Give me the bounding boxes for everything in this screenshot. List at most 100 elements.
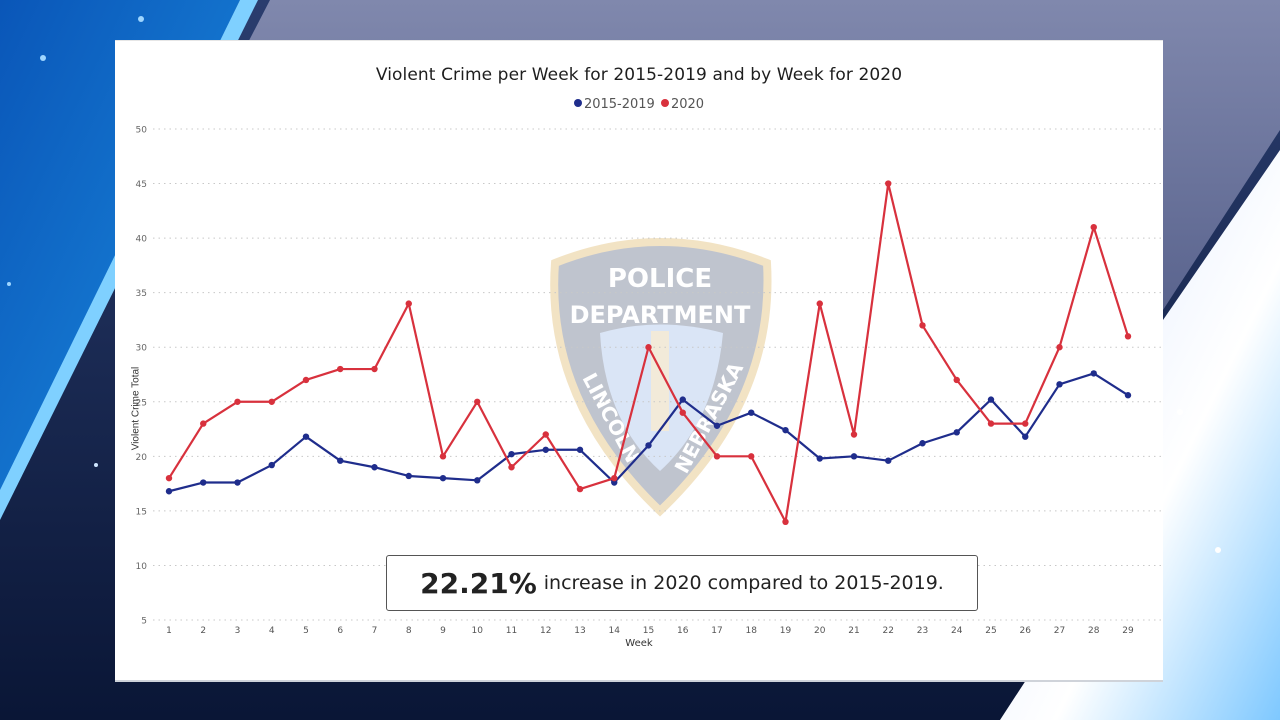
data-point[interactable] [782,426,789,434]
x-tick-label: 16 [677,626,689,636]
x-tick-label: 15 [643,626,654,636]
x-tick-label: 7 [372,626,378,636]
data-point[interactable] [268,461,275,469]
y-tick-label: 30 [136,344,148,354]
data-point[interactable] [508,464,515,471]
y-tick-label: 15 [136,507,147,517]
x-tick-label: 2 [200,626,206,636]
legend-dot-icon [660,99,669,107]
x-tick-label: 13 [574,626,585,636]
increase-description: increase in 2020 compared to 2015-2019. [543,572,944,594]
data-point[interactable] [371,365,378,373]
data-point[interactable] [1090,370,1097,377]
data-point[interactable] [885,180,892,187]
svg-text:POLICE: POLICE [608,264,712,294]
data-point[interactable] [508,450,515,458]
x-tick-label: 26 [1020,626,1032,636]
y-tick-label: 10 [136,562,148,572]
data-point[interactable] [439,453,447,460]
data-point[interactable] [713,453,721,460]
data-point[interactable] [337,365,344,373]
data-point[interactable] [200,479,207,486]
data-point[interactable] [713,422,721,429]
data-point[interactable] [1124,333,1132,340]
data-point[interactable] [816,455,823,462]
x-tick-label: 21 [848,626,859,636]
y-axis-label: Violent Crime Total [130,366,142,451]
y-tick-label: 50 [136,126,148,136]
data-point[interactable] [542,446,549,453]
x-axis-label: Week [625,638,653,649]
data-point[interactable] [234,479,241,486]
data-point[interactable] [953,376,960,384]
data-point[interactable] [165,474,173,482]
x-tick-label: 9 [440,626,446,636]
y-tick-label: 45 [136,180,147,190]
data-point[interactable] [679,409,686,416]
chart-card: Violent Crime per Week for 2015-2019 and… [115,40,1163,682]
data-point[interactable] [405,472,412,480]
data-point[interactable] [234,398,241,405]
data-point[interactable] [1056,344,1063,351]
data-point[interactable] [748,409,755,416]
data-point[interactable] [919,440,926,447]
x-tick-label: 14 [609,626,621,636]
data-point[interactable] [302,376,310,384]
y-tick-label: 20 [136,453,148,463]
data-point[interactable] [850,453,858,460]
data-point[interactable] [748,453,755,460]
data-point[interactable] [576,446,584,453]
data-point[interactable] [679,396,686,403]
data-point[interactable] [371,464,378,471]
data-point[interactable] [439,474,447,482]
data-point[interactable] [987,396,995,403]
data-point[interactable] [645,442,652,449]
x-tick-label: 27 [1054,626,1065,636]
series-2015-2019 [165,370,1132,495]
x-tick-label: 25 [985,626,996,636]
y-tick-label: 40 [136,235,148,245]
data-point[interactable] [1022,420,1029,427]
data-point[interactable] [474,477,481,484]
data-point[interactable] [850,431,858,438]
legend-dot-icon [573,99,582,107]
data-point[interactable] [542,431,549,438]
x-tick-label: 5 [303,626,309,636]
data-series [165,180,1132,525]
data-point[interactable] [816,300,823,307]
chart-legend: 2015-2019 2020 [115,97,1163,112]
x-tick-label: 6 [337,626,343,636]
data-point[interactable] [645,344,652,351]
data-point[interactable] [1124,392,1132,399]
data-point[interactable] [200,420,207,427]
data-point[interactable] [919,322,926,329]
data-point[interactable] [782,518,789,525]
data-point[interactable] [885,457,892,464]
data-point[interactable] [987,420,995,427]
data-point[interactable] [474,398,481,405]
data-point[interactable] [405,300,412,307]
data-point[interactable] [302,433,310,440]
data-point[interactable] [165,488,173,495]
data-point[interactable] [1090,224,1097,231]
x-tick-label: 19 [780,626,792,636]
x-tick-label: 22 [883,626,894,636]
data-point[interactable] [337,457,344,464]
line-chart-plot: POLICE DEPARTMENT LINCOLN NEBRASKA 51015… [136,126,1161,636]
data-point[interactable] [1022,433,1029,440]
x-tick-label: 12 [540,626,551,636]
x-tick-label: 17 [711,626,722,636]
x-tick-label: 3 [235,626,241,636]
y-tick-label: 35 [136,289,147,299]
increase-percent: 22.21% [420,566,537,600]
y-tick-label: 25 [136,398,147,408]
chart-title: Violent Crime per Week for 2015-2019 and… [375,65,903,85]
data-point[interactable] [611,474,618,482]
data-point[interactable] [1056,381,1063,388]
legend-item-2020[interactable]: 2020 [660,97,704,112]
data-point[interactable] [576,485,584,493]
data-point[interactable] [268,398,275,405]
x-tick-label: 20 [814,626,826,636]
legend-item-2015-2019[interactable]: 2015-2019 [573,97,659,112]
data-point[interactable] [953,429,960,436]
